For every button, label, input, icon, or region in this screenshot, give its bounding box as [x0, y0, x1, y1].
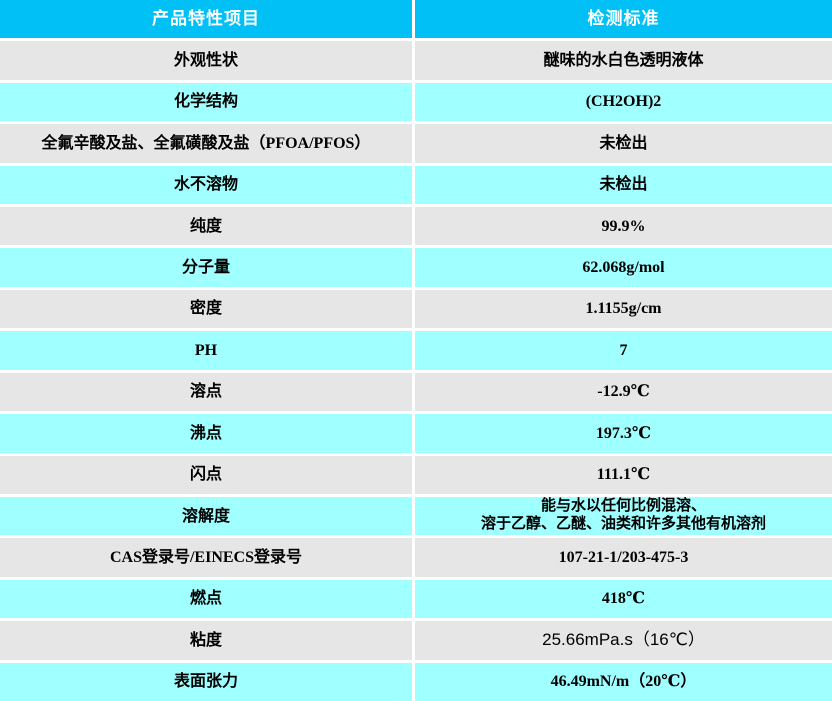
- row-value-pfoa-pfos: 未检出: [415, 124, 832, 163]
- row-value-purity: 99.9%: [415, 207, 832, 246]
- header-cell-test-standard: 检测标准: [415, 0, 832, 39]
- row-label-flash-point: 闪点: [0, 455, 412, 494]
- row-label-boiling-point: 沸点: [0, 414, 412, 453]
- row-label-solubility: 溶解度: [0, 496, 412, 536]
- row-label-viscosity: 粘度: [0, 621, 412, 660]
- row-label-water-insoluble: 水不溶物: [0, 165, 412, 205]
- row-value-surface-tension: 46.49mN/m（20℃）: [415, 662, 832, 701]
- row-label-molecular-weight: 分子量: [0, 248, 412, 287]
- row-label-cas-einecs: CAS登录号/EINECS登录号: [0, 538, 412, 577]
- row-value-viscosity: 25.66mPa.s（16℃）: [415, 621, 832, 660]
- row-value-appearance: 醚味的水白色透明液体: [415, 41, 832, 80]
- row-label-ignition-point: 燃点: [0, 579, 412, 619]
- solubility-line-2: 溶于乙醇、乙醚、油类和许多其他有机溶剂: [480, 516, 766, 533]
- row-value-density: 1.1155g/cm: [415, 289, 832, 329]
- solubility-line-1: 能与水以任何比例混溶、: [540, 498, 706, 515]
- row-value-ph: 7: [415, 331, 832, 370]
- row-label-pfoa-pfos: 全氟辛酸及盐、全氟磺酸及盐（PFOA/PFOS）: [0, 124, 412, 163]
- row-label-chemical-structure: 化学结构: [0, 82, 412, 122]
- row-value-water-insoluble: 未检出: [415, 165, 832, 205]
- row-value-chemical-structure: (CH2OH)2: [415, 82, 832, 122]
- row-value-flash-point: 111.1℃: [415, 455, 832, 494]
- header-cell-product-property: 产品特性项目: [0, 0, 412, 39]
- row-label-density: 密度: [0, 289, 412, 329]
- row-value-boiling-point: 197.3℃: [415, 414, 832, 453]
- row-value-cas-einecs: 107-21-1/203-475-3: [415, 538, 832, 577]
- row-value-ignition-point: 418℃: [415, 579, 832, 619]
- row-value-molecular-weight: 62.068g/mol: [415, 248, 832, 287]
- row-label-appearance: 外观性状: [0, 41, 412, 80]
- row-label-surface-tension: 表面张力: [0, 662, 412, 701]
- row-value-melting-point: -12.9℃: [415, 372, 832, 412]
- row-label-melting-point: 溶点: [0, 372, 412, 412]
- row-label-ph: PH: [0, 331, 412, 370]
- row-label-purity: 纯度: [0, 207, 412, 246]
- row-value-solubility: 能与水以任何比例混溶、 溶于乙醇、乙醚、油类和许多其他有机溶剂: [415, 496, 832, 536]
